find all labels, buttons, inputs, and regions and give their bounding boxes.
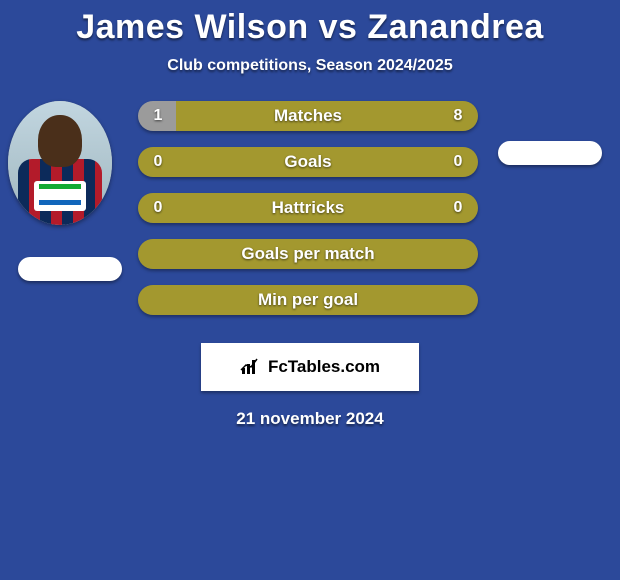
stat-bar-label: Goals xyxy=(138,147,478,177)
stat-bar-left-value: 0 xyxy=(138,193,178,223)
stat-bar-label: Hattricks xyxy=(138,193,478,223)
player-left-photo xyxy=(8,101,112,225)
player-right-name-pill xyxy=(498,141,602,165)
comparison-area: Matches18Goals00Hattricks00Goals per mat… xyxy=(0,101,620,331)
source-logo: FcTables.com xyxy=(201,343,419,391)
source-logo-text: FcTables.com xyxy=(268,357,380,377)
stat-bar-right-value: 8 xyxy=(438,101,478,131)
stat-bar-label: Matches xyxy=(138,101,478,131)
page-title: James Wilson vs Zanandrea xyxy=(0,0,620,47)
stat-bars: Matches18Goals00Hattricks00Goals per mat… xyxy=(138,101,478,331)
player-left-name-pill xyxy=(18,257,122,281)
chart-icon xyxy=(240,358,262,376)
page-subtitle: Club competitions, Season 2024/2025 xyxy=(0,57,620,75)
stat-bar-right-value: 0 xyxy=(438,147,478,177)
stat-bar-label: Goals per match xyxy=(138,239,478,269)
snapshot-date: 21 november 2024 xyxy=(0,409,620,429)
stat-bar-right-value: 0 xyxy=(438,193,478,223)
stat-bar: Matches1 8 xyxy=(138,101,478,131)
stat-bar: Min per goal xyxy=(138,285,478,315)
stat-bar: Goals0 0 xyxy=(138,147,478,177)
stat-bar: Goals per match xyxy=(138,239,478,269)
stat-bar-left-value: 0 xyxy=(138,147,178,177)
stat-bar: Hattricks0 0 xyxy=(138,193,478,223)
stat-bar-left-value: 1 xyxy=(138,101,178,131)
stat-bar-label: Min per goal xyxy=(138,285,478,315)
